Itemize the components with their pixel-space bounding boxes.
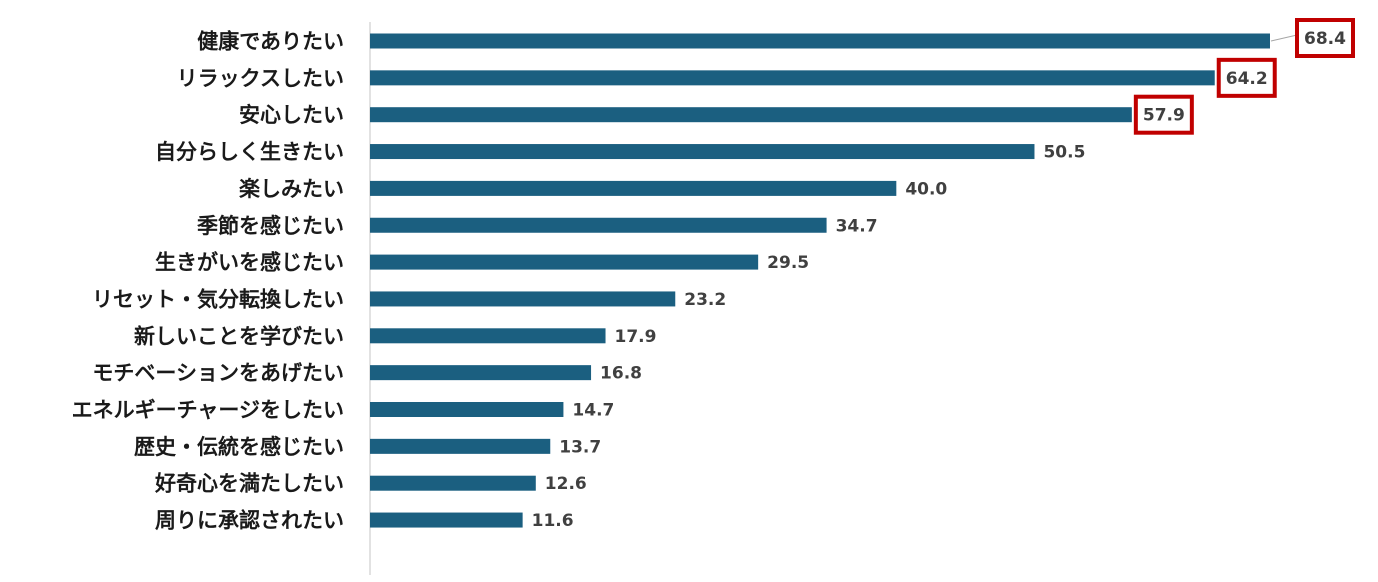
bars-layer: 健康でありたい 68.4 リラックスしたい 64.2 安心したい 57.9 自分らしく生きた… (72, 18, 1355, 533)
highlight-box (1133, 94, 1194, 135)
value-label: 14.7 (572, 401, 614, 421)
bar (370, 512, 523, 528)
category-label: 歴史・伝統を感じたい (134, 435, 344, 459)
category-label: エネルギーチャージをしたい (72, 398, 344, 422)
value-label: 17.9 (615, 327, 657, 347)
category-label: 安心したい (239, 103, 344, 127)
category-label: 自分らしく生きたい (155, 140, 344, 164)
bar (370, 144, 1035, 160)
bar (370, 365, 592, 381)
highlight-box (1216, 57, 1277, 98)
value-label: 16.8 (600, 364, 642, 384)
category-label: 好奇心を満たしたい (154, 472, 344, 496)
value-label: 68.4 (1304, 29, 1346, 49)
category-label: 生きがいを感じたい (155, 251, 344, 275)
bar (370, 180, 897, 196)
leader-line (1270, 34, 1298, 42)
value-label: 29.5 (767, 253, 809, 273)
category-label: 周りに承認されたい (155, 509, 344, 533)
bar (370, 33, 1270, 49)
category-label: リセット・気分転換したい (92, 287, 344, 311)
category-label: リラックスしたい (177, 66, 344, 90)
category-label: 楽しみたい (239, 177, 344, 201)
value-label: 23.2 (684, 290, 726, 310)
bar (370, 291, 676, 307)
value-label: 13.7 (559, 437, 601, 457)
highlight-box (1295, 18, 1355, 58)
bar (370, 254, 759, 270)
bar (370, 217, 827, 233)
value-label: 57.9 (1143, 106, 1185, 126)
category-label: 健康でありたい (197, 30, 344, 54)
category-label: 新しいことを学びたい (134, 324, 344, 348)
value-label: 34.7 (836, 216, 878, 236)
value-label: 11.6 (532, 511, 574, 531)
value-label: 64.2 (1226, 69, 1268, 89)
bar (370, 402, 564, 417)
value-label: 12.6 (545, 474, 587, 494)
value-label: 50.5 (1043, 143, 1085, 163)
bar (370, 70, 1215, 86)
bar (370, 328, 606, 344)
bar (370, 475, 536, 491)
value-label: 40.0 (905, 179, 947, 199)
bar (370, 107, 1132, 123)
category-label: モチベーションをあげたい (92, 361, 344, 385)
category-label: 季節を感じたい (197, 214, 344, 238)
bar (370, 438, 551, 454)
